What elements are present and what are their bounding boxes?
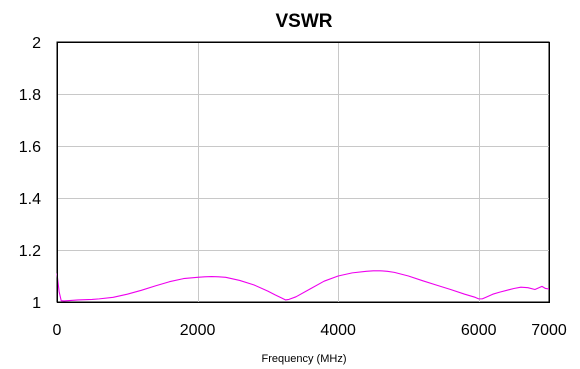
plot-border [57,42,550,303]
grid-lines [57,42,549,302]
x-tick-label-2: 4000 [320,322,356,339]
series-layer [56,270,550,302]
y-tick-label-5: 2 [32,35,41,52]
y-tick-label-3: 1.6 [19,139,41,156]
chart-title: VSWR [276,11,333,32]
x-tick-label-0: 0 [53,322,62,339]
y-tick-label-0: 1 [32,295,41,312]
plot-border-rect [57,42,550,303]
plot-area [56,41,550,303]
y-tick-labels: 1 1.2 1.4 1.6 1.8 2 [19,35,41,312]
x-tick-label-4: 7000 [531,322,567,339]
x-axis-label: Frequency (MHz) [262,353,347,365]
x-tick-label-1: 2000 [180,322,216,339]
y-tick-label-2: 1.4 [19,191,41,208]
y-tick-label-4: 1.8 [19,87,41,104]
y-tick-label-1: 1.2 [19,243,41,260]
x-tick-labels: 0 2000 4000 6000 7000 [53,322,567,339]
x-tick-label-3: 6000 [461,322,497,339]
vswr-series-line-0 [56,270,550,302]
